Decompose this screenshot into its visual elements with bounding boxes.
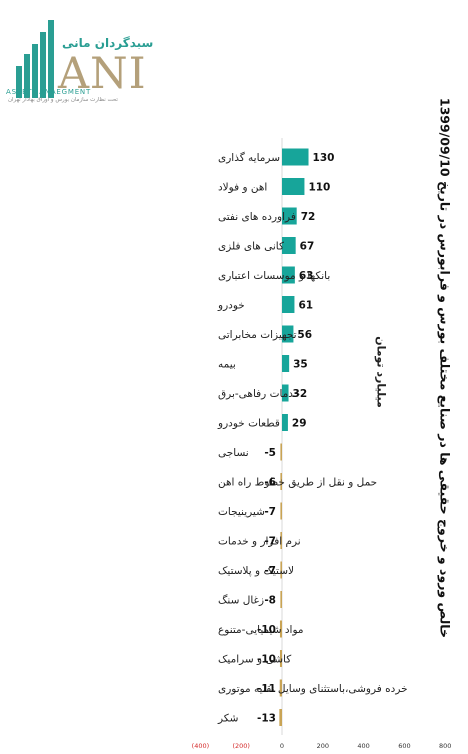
bar — [279, 709, 282, 726]
bar — [279, 679, 282, 697]
category-label: بیمه — [218, 359, 236, 371]
bar — [282, 178, 305, 195]
category-label: بانکها و موسسات اعتباری — [218, 270, 330, 282]
bar — [282, 207, 297, 225]
data-label: 35 — [293, 359, 308, 371]
category-label: لاستیک و پلاستیک — [218, 565, 294, 577]
logo-wordmark: ANI — [58, 49, 147, 99]
category-label: سرمایه گذاری — [218, 151, 280, 164]
bar — [280, 502, 282, 520]
x-tick-label: 0 — [280, 742, 284, 750]
bar — [282, 296, 295, 313]
category-label: قطعات خودرو — [217, 418, 280, 430]
data-label: 67 — [300, 241, 315, 253]
bar — [282, 237, 296, 254]
category-label: خرده فروشی،باستثنای وسایل نقلیه موتوری — [218, 683, 408, 695]
bar — [282, 325, 294, 343]
data-label: -10 — [257, 654, 276, 666]
category-label: حمل و نقل از طریق خطوط راه اهن — [218, 477, 377, 489]
data-label: -5 — [264, 447, 276, 459]
data-label: -10 — [257, 624, 276, 636]
data-label: -7 — [264, 565, 276, 577]
bar — [280, 443, 282, 461]
category-label: کانی های فلزی — [218, 241, 284, 253]
x-tick-label: (200) — [232, 742, 249, 750]
category-label: خودرو — [217, 300, 245, 312]
category-label: شکر — [217, 713, 238, 725]
bar — [282, 148, 309, 166]
category-label: زغال سنگ — [218, 594, 264, 607]
data-label: 61 — [298, 300, 313, 312]
data-label: 130 — [313, 152, 335, 164]
x-tick-label: 400 — [357, 742, 369, 750]
data-label: -7 — [264, 536, 276, 548]
category-label: تجهیزات مخابراتی — [218, 329, 297, 341]
data-label: 32 — [293, 388, 308, 400]
bar — [282, 414, 288, 431]
data-label: 29 — [292, 418, 307, 430]
bar — [282, 266, 295, 284]
category-label: نساجی — [218, 447, 249, 459]
data-label: -6 — [264, 477, 276, 489]
x-tick-label: 200 — [317, 742, 329, 750]
data-label: -8 — [264, 595, 276, 607]
logo-tagline: تحت نظارت سازمان بورس و اوراق بهادار تهر… — [8, 97, 118, 103]
bar — [280, 591, 282, 608]
bar — [280, 532, 282, 549]
x-tick-label: 800 — [439, 742, 451, 750]
category-label: کاشی و سرامیک — [218, 654, 291, 666]
bar — [279, 620, 282, 638]
category-label: خدمات رفاهی-برق — [218, 388, 300, 400]
bar — [280, 561, 282, 579]
category-label: فراورده های نفتی — [218, 211, 296, 223]
bar — [282, 355, 290, 372]
bar — [280, 473, 282, 490]
data-label: 56 — [297, 329, 312, 341]
bar — [282, 384, 289, 402]
data-label: -7 — [264, 506, 276, 518]
data-label: 72 — [301, 211, 316, 223]
logo-subtitle: ASSETMANAEGMENT — [6, 88, 92, 96]
x-tick-label: (400) — [192, 742, 209, 750]
data-label: 63 — [299, 270, 314, 282]
data-label: 110 — [308, 182, 330, 194]
category-label: اهن و فولاد — [218, 182, 267, 194]
x-tick-label: 600 — [398, 742, 410, 750]
logo-bars-icon — [16, 20, 54, 98]
bar — [279, 650, 282, 667]
logo-brand: سبدگردان مانی — [62, 36, 154, 50]
category-label: مواد شیمیایی-متنوع — [218, 624, 304, 636]
category-label: شیرینیجات — [218, 506, 265, 518]
data-label: -13 — [257, 713, 276, 725]
data-label: -11 — [257, 683, 276, 695]
logo: سبدگردان مانی ANI — [10, 14, 153, 106]
category-label: نرم افزار و خدمات — [218, 536, 301, 548]
